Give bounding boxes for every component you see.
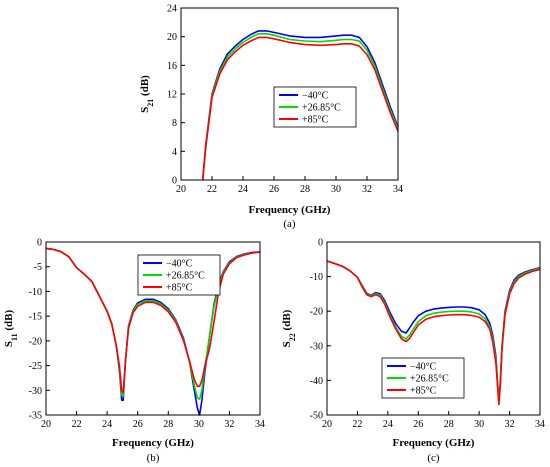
chart0-x-tick-label-5: 30 xyxy=(331,184,341,195)
chart1-y-tick-label-0: 0 xyxy=(37,238,42,249)
chart1-legend-label-0: −40°C xyxy=(166,259,193,270)
chart2-x-tick-label-5: 30 xyxy=(474,419,484,430)
chart0-x-tick-label-0: 20 xyxy=(176,184,186,195)
chart0-y-tick-label-3: 12 xyxy=(167,90,177,101)
chart0-caption: (a) xyxy=(283,218,296,230)
chart0-legend-label-1: +26.85°C xyxy=(302,103,341,114)
chart1-y-tick-label-1: -5 xyxy=(34,262,42,273)
chart1-y-tick-label-4: -20 xyxy=(29,336,42,347)
chart2-y-tick-label-2: -20 xyxy=(310,307,323,318)
chart0-x-tick-label-6: 32 xyxy=(362,184,372,195)
chart0-y-tick-label-1: 4 xyxy=(172,147,177,158)
chart0-y-tick-label-4: 16 xyxy=(167,61,177,72)
chart1-x-tick-label-5: 30 xyxy=(194,419,204,430)
chart2-y-tick-label-1: -10 xyxy=(310,272,323,283)
chart2-x-tick-label-0: 20 xyxy=(322,419,332,430)
chart1-y-tick-label-2: -10 xyxy=(29,287,42,298)
chart2-legend-label-2: +85°C xyxy=(410,386,437,397)
chart1-legend-label-1: +26.85°C xyxy=(166,271,205,282)
chart0-series-line-2 xyxy=(201,36,399,181)
chart0-x-tick-label-4: 28 xyxy=(300,184,310,195)
chart0-x-tick-label-2: 24 xyxy=(238,184,248,195)
chart0-y-axis-label: S21 (dB) xyxy=(139,75,155,113)
chart1-y-tick-label-3: -15 xyxy=(29,312,42,323)
chart1-x-tick-label-0: 20 xyxy=(41,419,51,430)
chart0-legend-label-0: −40°C xyxy=(302,91,329,102)
chart0-x-axis-label: Frequency (GHz) xyxy=(249,204,331,216)
chart1-y-tick-label-6: -30 xyxy=(29,386,42,397)
chart2-x-tick-label-3: 26 xyxy=(413,419,423,430)
chart1-x-tick-label-6: 32 xyxy=(224,419,234,430)
chart1-x-tick-label-3: 26 xyxy=(133,419,143,430)
chart0-series-line-0 xyxy=(201,30,399,181)
chart1-x-tick-label-2: 24 xyxy=(102,419,112,430)
chart2-y-tick-label-3: -30 xyxy=(310,341,323,352)
chart2-x-tick-label-1: 22 xyxy=(352,419,362,430)
chart0-y-tick-label-6: 24 xyxy=(167,4,177,15)
chart0-y-tick-label-5: 20 xyxy=(167,32,177,43)
chart1-y-axis-label: S11 (dB) xyxy=(3,310,19,348)
chart2-y-tick-label-0: 0 xyxy=(318,238,323,249)
chart2-plot-frame xyxy=(326,241,541,416)
chart2-x-axis-label: Frequency (GHz) xyxy=(393,437,475,449)
chart1-y-tick-label-7: -35 xyxy=(29,411,42,422)
chart1-legend-label-2: +85°C xyxy=(166,283,193,294)
chart2-x-tick-label-4: 28 xyxy=(444,419,454,430)
chart1-series-line-2 xyxy=(45,247,261,394)
chart1-x-tick-label-7: 34 xyxy=(255,419,265,430)
chart2-x-tick-label-7: 34 xyxy=(535,419,545,430)
chart0-series-line-1 xyxy=(201,32,399,181)
chart0-x-tick-label-1: 22 xyxy=(207,184,217,195)
chart1-x-tick-label-1: 22 xyxy=(72,419,82,430)
chart2-x-tick-label-2: 24 xyxy=(383,419,393,430)
chart0-x-tick-label-7: 34 xyxy=(393,184,403,195)
chart1-x-axis-label: Frequency (GHz) xyxy=(112,437,194,449)
chart2-caption: (c) xyxy=(427,452,440,464)
chart0-y-tick-label-2: 8 xyxy=(172,118,177,129)
chart1-x-tick-label-4: 28 xyxy=(163,419,173,430)
chart0-x-tick-label-3: 26 xyxy=(269,184,279,195)
chart2-series-line-2 xyxy=(326,260,541,406)
chart2-legend-label-0: −40°C xyxy=(410,362,437,373)
chart2-y-axis-label: S22 (dB) xyxy=(281,309,297,347)
chart1-y-tick-label-5: -25 xyxy=(29,361,42,372)
chart2-legend-label-1: +26.85°C xyxy=(410,374,449,385)
chart1-caption: (b) xyxy=(147,452,160,464)
chart0-legend-label-2: +85°C xyxy=(302,115,329,126)
chart2-y-tick-label-4: -40 xyxy=(310,376,323,387)
chart2-x-tick-label-6: 32 xyxy=(505,419,515,430)
chart2-y-tick-label-5: -50 xyxy=(310,411,323,422)
chart0-y-tick-label-0: 0 xyxy=(172,176,177,187)
chart1-plot-frame xyxy=(45,241,261,416)
